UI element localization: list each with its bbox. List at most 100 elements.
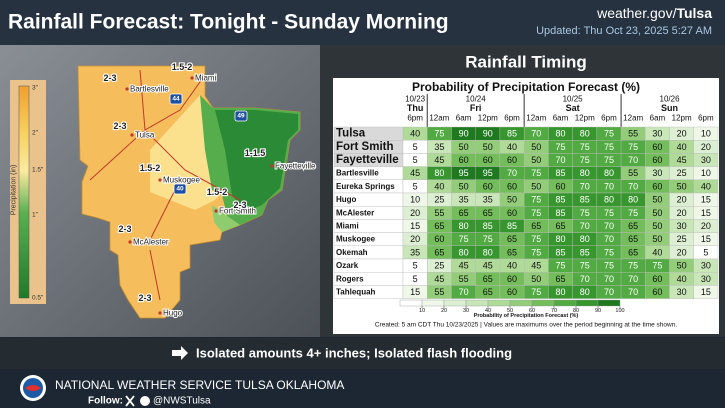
time-label: 12am <box>526 114 546 123</box>
pop-value: 70 <box>580 274 590 284</box>
row-name: Tahlequah <box>336 288 376 297</box>
highway-label: 49 <box>237 113 245 120</box>
pop-value: 50 <box>652 221 662 231</box>
pop-value: 20 <box>410 234 420 244</box>
footer-handle: @NWSTulsa <box>153 396 211 407</box>
pop-value: 35 <box>483 195 493 205</box>
pop-value: 65 <box>483 287 493 297</box>
pop-value: 5 <box>703 247 708 257</box>
scale-tick-label: 100 <box>615 308 624 314</box>
pop-value: 60 <box>652 274 662 284</box>
pop-value: 40 <box>701 181 711 191</box>
pop-value: 75 <box>483 234 493 244</box>
pop-value: 75 <box>628 208 638 218</box>
pop-value: 65 <box>507 234 517 244</box>
date-label: 10/23 <box>405 95 426 104</box>
pop-value: 75 <box>604 142 614 152</box>
pop-value: 80 <box>580 287 590 297</box>
pop-value: 60 <box>434 234 444 244</box>
pop-value: 75 <box>628 261 638 271</box>
pop-value: 70 <box>604 221 614 231</box>
pop-value: 35 <box>434 142 444 152</box>
city-label: Tulsa <box>135 131 155 140</box>
pop-value: 45 <box>434 274 444 284</box>
pop-value: 45 <box>459 261 469 271</box>
city-dot <box>125 87 129 91</box>
pop-value: 85 <box>507 129 517 139</box>
pop-value: 70 <box>580 221 590 231</box>
pop-value: 75 <box>531 247 541 257</box>
pop-value: 20 <box>677 208 687 218</box>
row-name: Bartlesville <box>336 169 379 178</box>
date-label: 10/24 <box>466 95 487 104</box>
time-label: 6pm <box>407 114 423 123</box>
pop-value: 5 <box>413 274 418 284</box>
row-name: Fayetteville <box>336 154 399 166</box>
pop-value: 80 <box>459 221 469 231</box>
legend-label: 2" <box>32 130 39 137</box>
pop-value: 90 <box>483 129 493 139</box>
row-name: Fort Smith <box>336 141 394 153</box>
legend-bar <box>18 85 30 299</box>
pop-value: 55 <box>459 274 469 284</box>
pop-value: 40 <box>677 142 687 152</box>
pop-value: 50 <box>531 142 541 152</box>
pop-value: 75 <box>604 155 614 165</box>
scale-tick-label: 50 <box>507 308 513 314</box>
scale-segment <box>553 299 577 307</box>
pop-value: 85 <box>580 195 590 205</box>
scale-tick-label: 30 <box>463 308 469 314</box>
pop-value: 80 <box>459 247 469 257</box>
time-label: 12pm <box>672 114 692 123</box>
pop-value: 65 <box>555 274 565 284</box>
pop-value: 75 <box>580 261 590 271</box>
pop-value: 65 <box>434 221 444 231</box>
pop-value: 10 <box>701 168 711 178</box>
pop-value: 20 <box>410 208 420 218</box>
time-label: 12pm <box>478 114 498 123</box>
pop-value: 30 <box>701 261 711 271</box>
pop-value: 85 <box>555 195 565 205</box>
pop-value: 80 <box>555 129 565 139</box>
pop-value: 25 <box>434 261 444 271</box>
pop-value: 15 <box>701 208 711 218</box>
pop-value: 75 <box>434 129 444 139</box>
pop-value: 70 <box>580 181 590 191</box>
scale-tick-label: 20 <box>441 308 447 314</box>
footer-office: NATIONAL WEATHER SERVICE TULSA OKLAHOMA <box>55 378 344 392</box>
city-label: Fayetteville <box>275 162 316 171</box>
highway-shield <box>169 93 183 105</box>
pop-value: 60 <box>652 142 662 152</box>
city-label: Bartlesville <box>130 85 169 94</box>
pop-value: 75 <box>604 208 614 218</box>
updated: Updated: Thu Oct 23, 2025 5:27 AM <box>536 25 712 37</box>
pop-value: 55 <box>434 208 444 218</box>
pop-value: 40 <box>652 247 662 257</box>
pop-value: 65 <box>483 274 493 284</box>
pop-value: 15 <box>410 287 420 297</box>
row-name: Ozark <box>336 261 359 270</box>
pop-value: 65 <box>628 234 638 244</box>
pop-value: 45 <box>410 168 420 178</box>
pop-value: 85 <box>555 208 565 218</box>
time-label: 6pm <box>504 114 520 123</box>
pop-value: 60 <box>459 155 469 165</box>
pop-value: 60 <box>483 181 493 191</box>
pop-value: 75 <box>628 142 638 152</box>
site: weather.gov/ <box>596 5 676 21</box>
pop-value: 10 <box>410 195 420 205</box>
pop-value: 75 <box>531 234 541 244</box>
time-label: 6am <box>650 114 666 123</box>
scale-segment <box>443 299 467 307</box>
time-label: 12am <box>429 114 449 123</box>
pop-value: 10 <box>701 129 711 139</box>
highway-shield <box>173 183 187 195</box>
pop-value: 80 <box>434 168 444 178</box>
pop-value: 40 <box>507 261 517 271</box>
pop-value: 30 <box>701 274 711 284</box>
x-icon <box>125 395 135 407</box>
scale-segment <box>399 299 423 307</box>
pop-value: 70 <box>604 234 614 244</box>
